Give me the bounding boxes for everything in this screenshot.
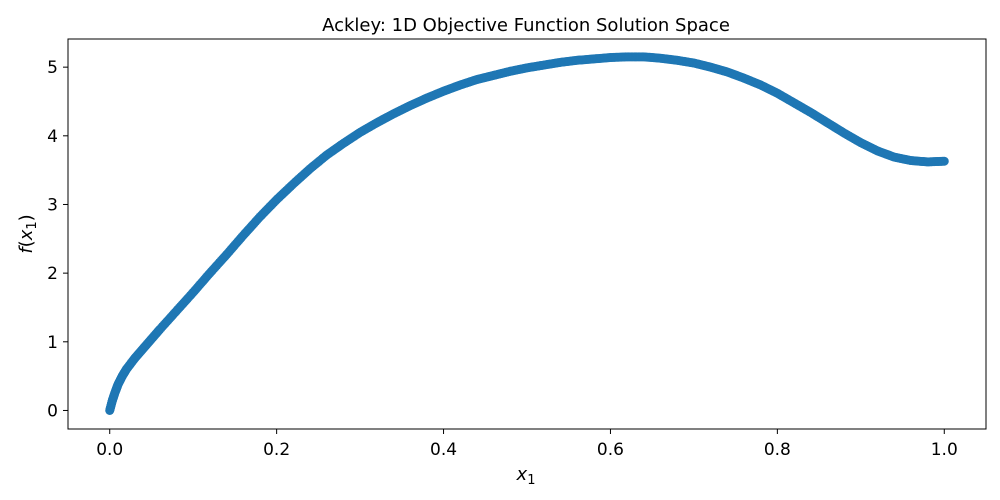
chart-title: Ackley: 1D Objective Function Solution S…	[322, 15, 730, 36]
y-tick-label: 2	[47, 264, 58, 284]
y-tick-label: 3	[47, 195, 58, 215]
x-tick-label: 0.8	[764, 440, 791, 460]
data-point	[939, 156, 949, 166]
x-axis-ticks: 0.0 0.2 0.4 0.6 0.8 1.0	[96, 429, 958, 460]
x-tick-label: 0.6	[597, 440, 624, 460]
x-tick-label: 1.0	[931, 440, 958, 460]
plot-area	[68, 39, 986, 429]
x-tick-label: 0.2	[263, 440, 290, 460]
x-tick-label: 0.0	[96, 440, 123, 460]
x-axis-label: x1	[516, 464, 536, 488]
data-points	[105, 52, 949, 415]
y-axis-ticks: 0 1 2 3 4 5	[47, 58, 68, 421]
plot-frame	[67, 38, 987, 430]
y-tick-label: 0	[47, 401, 58, 421]
y-tick-label: 4	[47, 127, 58, 147]
x-tick-label: 0.4	[430, 440, 457, 460]
y-tick-label: 1	[47, 333, 58, 353]
y-axis-label: f(x1)	[16, 214, 40, 253]
y-tick-label: 5	[47, 58, 58, 78]
